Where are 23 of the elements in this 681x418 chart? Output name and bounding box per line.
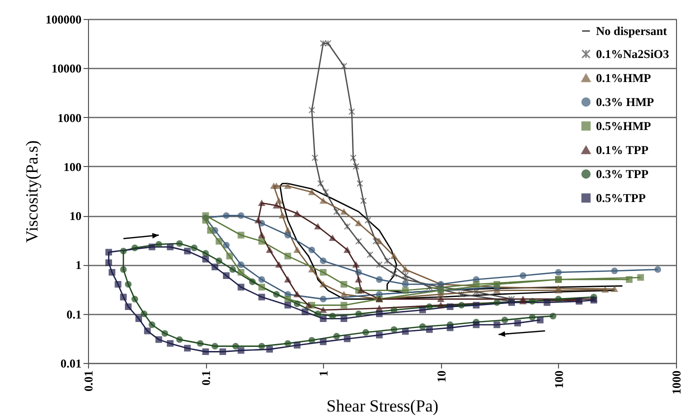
y-tick-label: 10	[70, 209, 82, 224]
legend-label: 0.3% TPP	[596, 167, 648, 181]
y-tick-label: 1000	[58, 110, 82, 125]
y-tick-label: 0.1	[66, 307, 82, 322]
legend-label: 0.1%HMP	[596, 71, 651, 85]
y-tick-label: 0.01	[60, 356, 82, 370]
x-axis-title: Shear Stress(Pa)	[326, 396, 438, 416]
x-tick-label: 100	[552, 370, 566, 388]
y-tick-label: 1	[76, 258, 82, 272]
x-tick-label: 1000	[670, 370, 681, 394]
y-axis-title: Viscosity(Pa.s)	[22, 140, 42, 243]
legend-label: No dispersant	[596, 24, 668, 38]
legend-label: 0.5%HMP	[596, 119, 651, 133]
legend-label: 0.1%Na2SiO3	[596, 47, 670, 61]
legend-label: 0.1% TPP	[596, 143, 648, 157]
x-tick-label: 1	[316, 370, 331, 376]
legend-label: 0.5%TPP	[596, 191, 646, 205]
y-tick-label: 100	[64, 160, 82, 174]
x-tick-label: 0.1	[199, 370, 214, 386]
x-tick-label: 10	[434, 370, 448, 382]
legend-label: 0.3% HMP	[596, 95, 654, 109]
y-tick-label: 10000	[52, 62, 82, 76]
y-tick-label: 100000	[46, 12, 82, 26]
